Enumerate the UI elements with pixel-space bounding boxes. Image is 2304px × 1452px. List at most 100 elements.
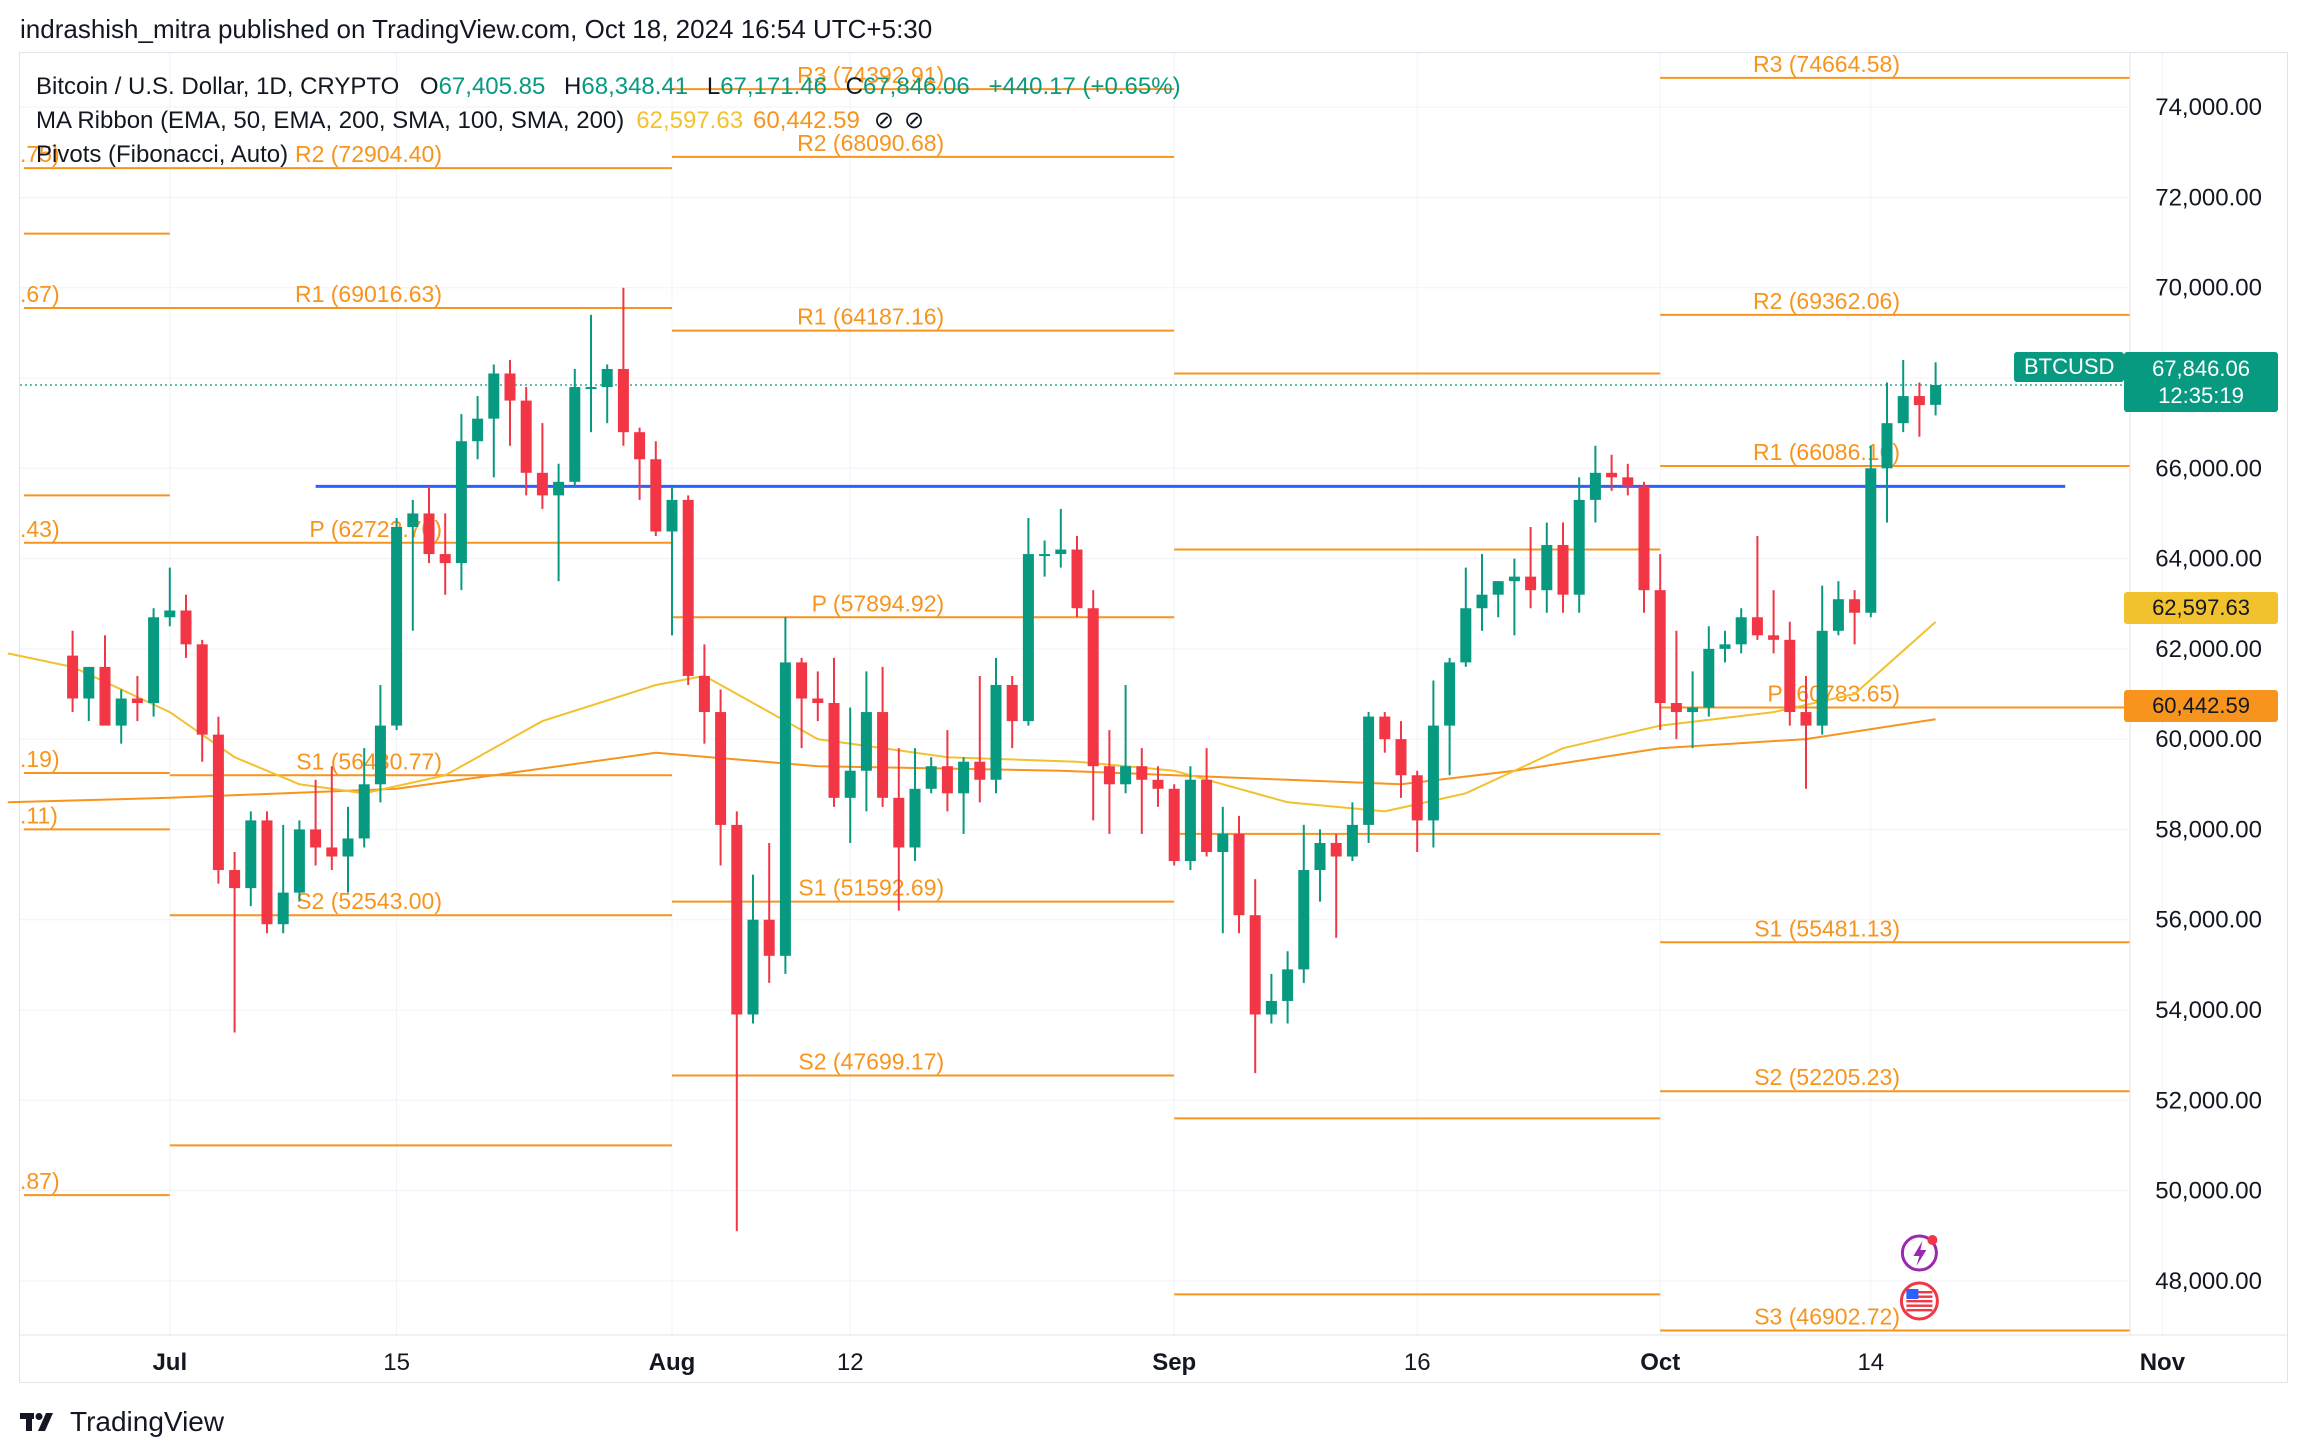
candle[interactable] [779,617,791,974]
candle[interactable] [925,757,937,794]
candle[interactable] [1606,454,1618,491]
candle[interactable] [860,671,872,812]
candle[interactable] [455,414,467,591]
candle[interactable] [67,630,79,713]
candle[interactable] [569,368,581,487]
candle[interactable] [1168,784,1180,866]
candle[interactable] [391,517,403,731]
candle[interactable] [715,689,727,866]
candle[interactable] [1282,951,1294,1024]
candle[interactable] [763,842,775,983]
candle[interactable] [1654,554,1666,731]
candle[interactable] [1201,748,1213,857]
candle[interactable] [1735,608,1747,654]
candle[interactable] [909,748,921,862]
legend-ma-ribbon[interactable]: MA Ribbon (EMA, 50, EMA, 200, SMA, 100, … [36,107,625,134]
candle[interactable] [1768,590,1780,654]
candle[interactable] [844,707,856,843]
candle[interactable] [293,820,305,902]
candle[interactable] [1379,712,1391,753]
candle[interactable] [1411,770,1423,852]
candle[interactable] [1687,671,1699,749]
candle[interactable] [1589,445,1601,523]
candle[interactable] [666,486,678,636]
candle[interactable] [1460,567,1472,667]
candle[interactable] [229,851,241,1033]
candle[interactable] [1573,477,1585,613]
candle[interactable] [747,874,759,1024]
candle[interactable] [1039,540,1051,577]
candle[interactable] [1022,517,1034,726]
candle[interactable] [180,594,192,658]
candle[interactable] [1249,879,1261,1074]
candle[interactable] [115,689,127,744]
candle[interactable] [1298,824,1310,983]
candle[interactable] [1006,675,1018,749]
candle[interactable] [212,716,224,884]
candle[interactable] [1217,806,1229,934]
candle[interactable] [1865,445,1877,618]
candle[interactable] [553,463,565,582]
candle[interactable] [1346,802,1358,862]
candle[interactable] [310,779,322,866]
candle[interactable] [1152,766,1164,807]
candle[interactable] [1751,536,1763,640]
candle[interactable] [1719,630,1731,663]
candle[interactable] [877,666,889,807]
candle[interactable] [682,495,694,685]
candle[interactable] [342,806,354,893]
candle[interactable] [1541,522,1553,613]
candle[interactable] [261,811,273,934]
candle[interactable] [164,567,176,627]
candle[interactable] [601,364,613,424]
candle[interactable] [148,608,160,717]
candle[interactable] [1508,558,1520,636]
us-flag-icon[interactable] [1899,1281,1939,1321]
candle[interactable] [1492,581,1504,618]
candle[interactable] [634,427,646,500]
candle[interactable] [1103,730,1115,834]
candle[interactable] [796,657,808,749]
candle[interactable] [358,748,370,848]
candle[interactable] [990,657,1002,794]
candle[interactable] [1849,590,1861,645]
legend-symbol[interactable]: Bitcoin / U.S. Dollar, 1D, CRYPTO [36,73,400,100]
candle[interactable] [1703,626,1715,717]
candle[interactable] [1136,748,1148,834]
candle[interactable] [731,811,743,1232]
candle[interactable] [828,657,840,807]
candle[interactable] [1314,829,1326,902]
candle[interactable] [439,513,451,595]
candle[interactable] [1930,362,1942,416]
candle[interactable] [520,387,532,496]
candle[interactable] [472,396,484,460]
candle[interactable] [1670,630,1682,740]
candle[interactable] [99,635,111,726]
candle[interactable] [407,499,419,631]
candle[interactable] [1476,554,1488,631]
hidden-plot-icon[interactable]: ⊘ [903,107,925,134]
candle[interactable] [893,748,905,911]
candle[interactable] [245,811,257,907]
candle[interactable] [1881,382,1893,523]
candle[interactable] [1184,766,1196,871]
candle[interactable] [1055,508,1067,568]
candle[interactable] [1784,621,1796,726]
candle[interactable] [1444,657,1456,776]
candle[interactable] [374,684,386,803]
candle[interactable] [698,644,710,744]
candle[interactable] [326,766,338,871]
candle[interactable] [131,675,143,722]
candle[interactable] [1816,585,1828,735]
candle[interactable] [1233,815,1245,934]
candle[interactable] [423,486,435,564]
candle[interactable] [958,757,970,834]
lightning-icon[interactable] [1900,1234,1938,1272]
candle[interactable] [585,314,597,433]
candle[interactable] [488,364,500,478]
candle[interactable] [1265,973,1277,1024]
candle[interactable] [650,441,662,537]
tradingview-logo[interactable]: TradingView [20,1406,224,1438]
candle[interactable] [83,666,95,722]
